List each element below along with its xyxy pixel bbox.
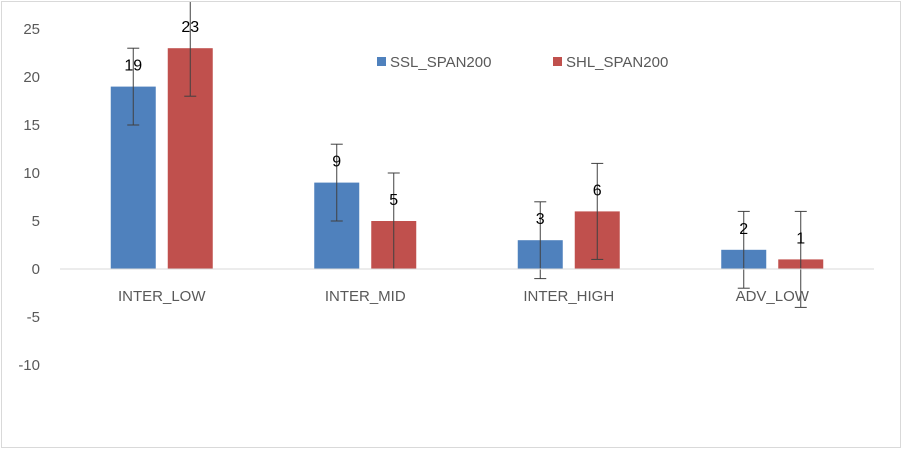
y-axis: 25 20 15 10 5 0 -5 -10	[18, 21, 40, 374]
data-label: 1	[796, 230, 805, 247]
data-label: 9	[332, 154, 341, 171]
error-bars	[127, 0, 807, 308]
legend-swatch	[377, 57, 386, 66]
legend-label: SSL_SPAN200	[390, 54, 491, 71]
y-tick-label: 25	[23, 21, 40, 38]
data-label: 19	[124, 58, 142, 75]
y-tick-label: 20	[23, 69, 40, 86]
y-tick-label: 0	[32, 261, 40, 278]
data-label: 6	[593, 182, 602, 199]
data-label: 23	[181, 19, 199, 36]
data-label: 5	[389, 192, 398, 209]
x-tick-label: INTER_HIGH	[523, 288, 614, 305]
legend: SSL_SPAN200 SHL_SPAN200	[377, 54, 668, 71]
x-tick-label: ADV_LOW	[736, 288, 810, 305]
x-tick-label: INTER_MID	[325, 288, 406, 305]
bars	[110, 48, 824, 270]
data-label: 3	[536, 211, 545, 228]
y-tick-label: -5	[27, 309, 40, 326]
y-tick-label: 5	[32, 213, 40, 230]
x-tick-label: INTER_LOW	[118, 288, 206, 305]
data-label: 2	[739, 221, 748, 238]
legend-swatch	[553, 57, 562, 66]
data-labels: 19 23 9 5 3 6 2 1	[124, 19, 805, 247]
y-tick-label: -10	[18, 357, 40, 374]
legend-label: SHL_SPAN200	[566, 54, 668, 71]
y-tick-label: 10	[23, 165, 40, 182]
y-tick-label: 15	[23, 117, 40, 134]
x-axis: INTER_LOW INTER_MID INTER_HIGH ADV_LOW	[118, 288, 810, 305]
